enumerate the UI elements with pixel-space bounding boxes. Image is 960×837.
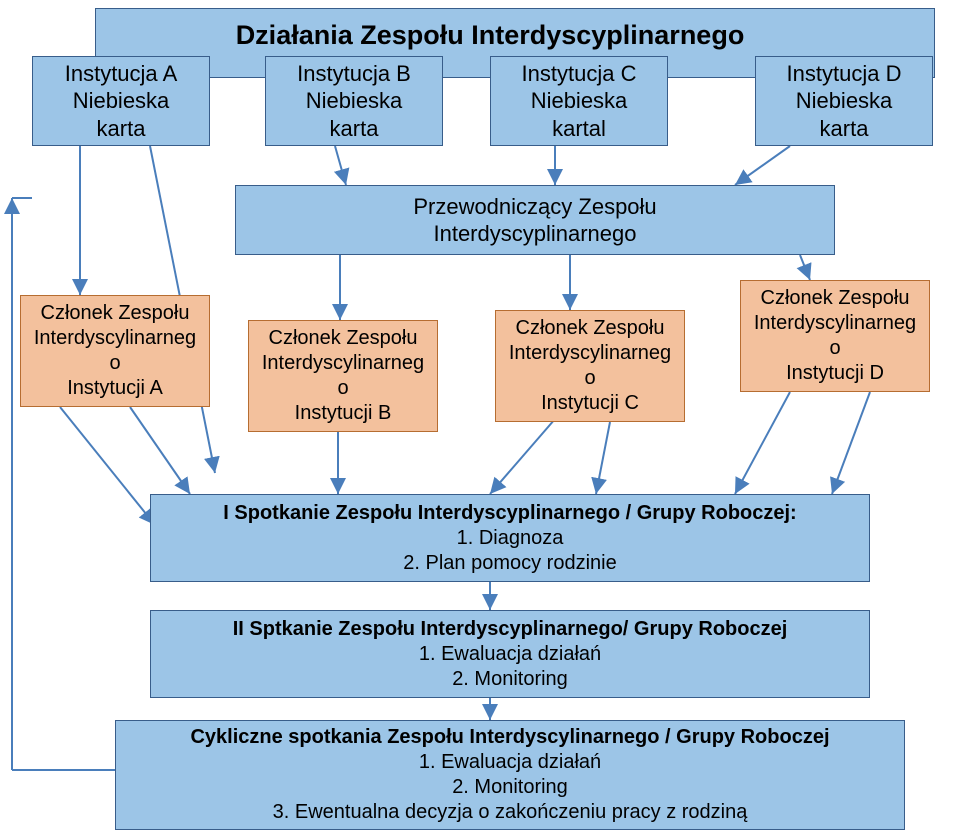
meeting-3-box-line3: 2. Monitoring: [452, 775, 568, 800]
connector-14: [832, 392, 870, 494]
chair-box-line2: Interdyscyplinarnego: [433, 220, 636, 248]
institution-box-inst-a-line2: Niebieska: [73, 87, 170, 115]
connector-13: [735, 392, 790, 494]
member-box-mem-c: Członek ZespołuInterdyscylinarnegoInstyt…: [495, 310, 685, 422]
connector-0: [335, 146, 346, 185]
meeting-2-box-line1: II Sptkanie Zespołu Interdyscyplinarnego…: [233, 617, 788, 642]
connector-8: [60, 407, 155, 525]
chair-box: Przewodniczący ZespołuInterdyscyplinarne…: [235, 185, 835, 255]
connector-9: [130, 407, 190, 494]
member-box-mem-c-line1: Członek Zespołu: [516, 316, 665, 341]
connector-11: [490, 419, 555, 494]
member-box-mem-d: Członek ZespołuInterdyscylinarnegoInstyt…: [740, 280, 930, 392]
institution-box-inst-b-line3: karta: [330, 115, 379, 143]
connector-7: [800, 255, 810, 280]
member-box-mem-a-line2: Interdyscylinarneg: [34, 326, 196, 351]
institution-box-inst-b-line2: Niebieska: [306, 87, 403, 115]
institution-box-inst-d-line3: karta: [820, 115, 869, 143]
member-box-mem-a-line3: o: [109, 351, 120, 376]
member-box-mem-a-line4: Instytucji A: [67, 376, 163, 401]
connector-12: [596, 422, 610, 494]
meeting-1-box-line1: I Spotkanie Zespołu Interdyscyplinarnego…: [223, 501, 796, 526]
institution-box-inst-d-line1: Instytucja D: [787, 60, 902, 88]
member-box-mem-b-line2: Interdyscylinarneg: [262, 351, 424, 376]
institution-box-inst-d-line2: Niebieska: [796, 87, 893, 115]
member-box-mem-b-line1: Członek Zespołu: [269, 326, 418, 351]
institution-box-inst-b-line1: Instytucja B: [297, 60, 411, 88]
diagram-title: Działania Zespołu Interdyscyplinarnego: [140, 20, 840, 51]
member-box-mem-b-line3: o: [337, 376, 348, 401]
institution-box-inst-a-line1: Instytucja A: [65, 60, 178, 88]
institution-box-inst-c-line2: Niebieska: [531, 87, 628, 115]
meeting-3-box-line2: 1. Ewaluacja działań: [419, 750, 601, 775]
meeting-3-box: Cykliczne spotkania Zespołu Interdyscyli…: [115, 720, 905, 830]
member-box-mem-c-line2: Interdyscylinarneg: [509, 341, 671, 366]
member-box-mem-a: Członek ZespołuInterdyscylinarnegoInstyt…: [20, 295, 210, 407]
member-box-mem-b-line4: Instytucji B: [295, 401, 392, 426]
meeting-1-box-line3: 2. Plan pomocy rodzinie: [403, 551, 616, 576]
meeting-1-box-line2: 1. Diagnoza: [457, 526, 564, 551]
member-box-mem-d-line3: o: [829, 336, 840, 361]
member-box-mem-c-line4: Instytucji C: [541, 391, 639, 416]
institution-box-inst-c: Instytucja CNiebieskakartal: [490, 56, 668, 146]
meeting-1-box: I Spotkanie Zespołu Interdyscyplinarnego…: [150, 494, 870, 582]
connector-2: [735, 146, 790, 185]
chair-box-line1: Przewodniczący Zespołu: [413, 193, 656, 221]
institution-box-inst-d: Instytucja DNiebieskakarta: [755, 56, 933, 146]
meeting-2-box-line2: 1. Ewaluacja działań: [419, 642, 601, 667]
member-box-mem-d-line1: Członek Zespołu: [761, 286, 910, 311]
institution-box-inst-c-line3: kartal: [552, 115, 606, 143]
member-box-mem-b: Członek ZespołuInterdyscylinarnegoInstyt…: [248, 320, 438, 432]
institution-box-inst-a-line3: karta: [97, 115, 146, 143]
meeting-3-box-line1: Cykliczne spotkania Zespołu Interdyscyli…: [190, 725, 829, 750]
institution-box-inst-b: Instytucja BNiebieskakarta: [265, 56, 443, 146]
meeting-3-box-line4: 3. Ewentualna decyzja o zakończeniu prac…: [273, 800, 748, 825]
member-box-mem-a-line1: Członek Zespołu: [41, 301, 190, 326]
member-box-mem-c-line3: o: [584, 366, 595, 391]
member-box-mem-d-line2: Interdyscylinarneg: [754, 311, 916, 336]
institution-box-inst-a: Instytucja ANiebieskakarta: [32, 56, 210, 146]
member-box-mem-d-line4: Instytucji D: [786, 361, 884, 386]
meeting-2-box-line3: 2. Monitoring: [452, 667, 568, 692]
meeting-2-box: II Sptkanie Zespołu Interdyscyplinarnego…: [150, 610, 870, 698]
institution-box-inst-c-line1: Instytucja C: [522, 60, 637, 88]
